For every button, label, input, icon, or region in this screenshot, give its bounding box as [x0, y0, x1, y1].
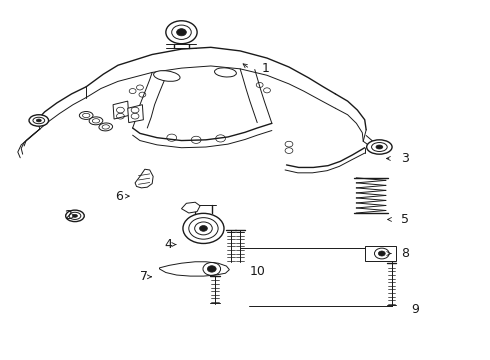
Text: 9: 9: [411, 303, 419, 316]
Text: 3: 3: [401, 152, 409, 165]
Text: 7: 7: [140, 270, 148, 283]
FancyBboxPatch shape: [365, 246, 396, 261]
Ellipse shape: [376, 145, 383, 149]
Ellipse shape: [66, 210, 84, 222]
Polygon shape: [159, 262, 229, 276]
Ellipse shape: [153, 71, 180, 81]
Text: 4: 4: [164, 238, 172, 251]
Circle shape: [176, 29, 186, 36]
Polygon shape: [135, 169, 153, 188]
Text: 1: 1: [262, 62, 270, 75]
Text: 8: 8: [401, 247, 409, 260]
Circle shape: [166, 21, 197, 44]
Circle shape: [207, 266, 216, 272]
Ellipse shape: [73, 215, 77, 217]
Circle shape: [195, 222, 212, 235]
Circle shape: [199, 226, 207, 231]
Ellipse shape: [89, 117, 103, 125]
Circle shape: [183, 213, 224, 243]
Text: 10: 10: [250, 265, 266, 278]
Polygon shape: [128, 105, 144, 123]
Ellipse shape: [29, 115, 49, 126]
Polygon shape: [181, 202, 200, 213]
Ellipse shape: [367, 140, 392, 154]
Text: 5: 5: [401, 213, 409, 226]
Text: 2: 2: [64, 210, 72, 222]
Ellipse shape: [215, 68, 236, 77]
Ellipse shape: [79, 112, 93, 120]
Ellipse shape: [36, 119, 41, 122]
Polygon shape: [113, 101, 129, 119]
Text: 6: 6: [116, 190, 123, 203]
Circle shape: [378, 251, 385, 256]
Ellipse shape: [99, 123, 113, 131]
